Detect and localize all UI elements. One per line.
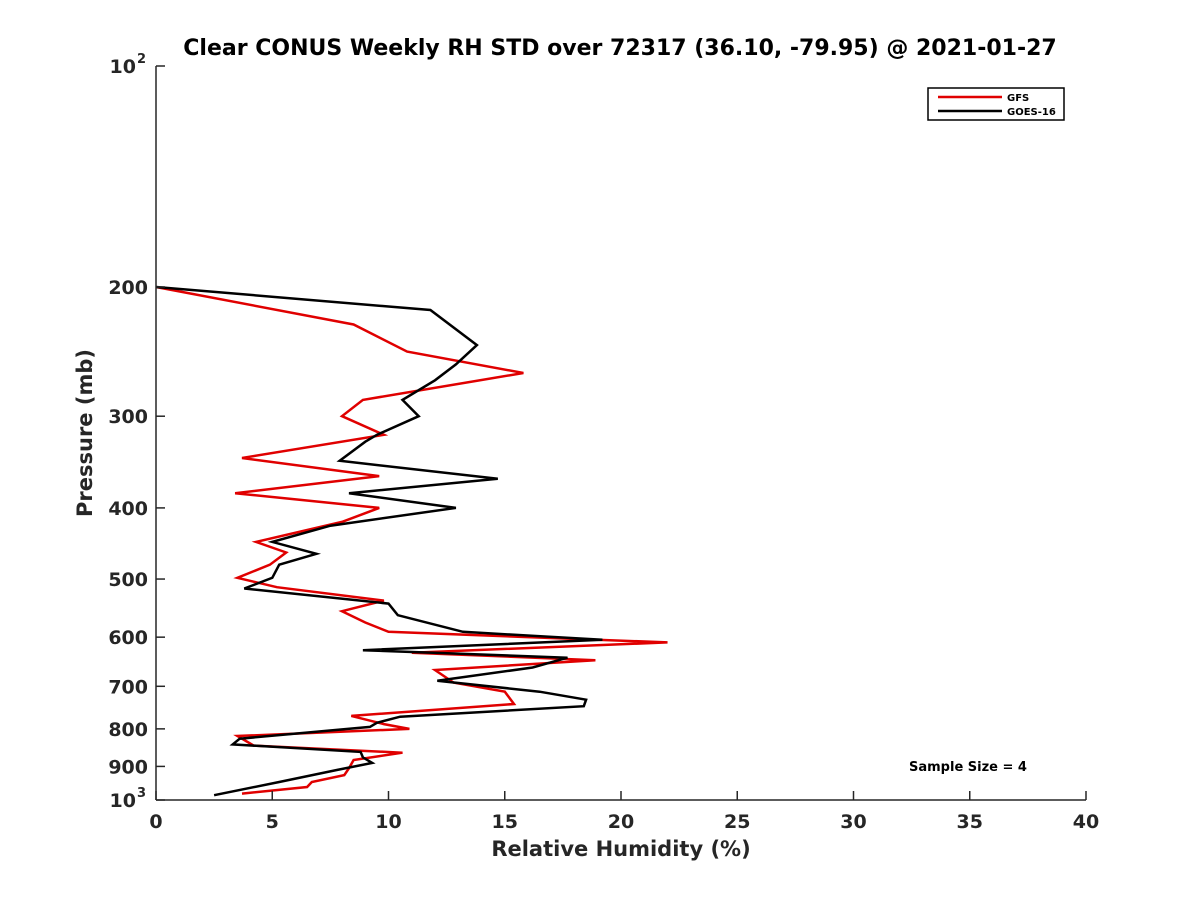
x-tick-label: 40: [1073, 811, 1099, 833]
y-tick-label: 300: [108, 406, 148, 428]
y-tick-label: 200: [108, 277, 148, 299]
y-tick-label: 800: [108, 719, 148, 741]
y-axis-label: Pressure (mb): [73, 349, 97, 517]
y-tick-label: 600: [108, 627, 148, 649]
series-line-gfs: [155, 285, 668, 795]
x-tick-label: 10: [375, 811, 401, 833]
legend-label-goes16: GOES-16: [1007, 107, 1056, 118]
legend-box: [927, 87, 1065, 121]
x-axis-label: Relative Humidity (%): [491, 837, 750, 861]
y-tick-label: 10: [110, 790, 136, 812]
sample-size-annotation: Sample Size = 4: [909, 760, 1027, 775]
y-tick-label: 900: [108, 756, 148, 778]
chart-title: Clear CONUS Weekly RH STD over 72317 (36…: [183, 36, 1056, 61]
x-tick-label: 15: [492, 811, 518, 833]
x-tick-label: 20: [608, 811, 634, 833]
series-layer: [155, 285, 668, 797]
x-tick-label: 30: [840, 811, 866, 833]
legend-label-gfs: GFS: [1007, 93, 1029, 104]
axes: [155, 66, 1086, 801]
x-tick-label: 5: [266, 811, 279, 833]
x-ticks: 0 5 10 15 20 25 30 35 40: [149, 791, 1099, 833]
x-tick-label: 25: [724, 811, 750, 833]
y-tick-label: 500: [108, 569, 148, 591]
y-tick-exponent: 2: [137, 52, 146, 67]
y-tick-exponent: 3: [137, 786, 146, 801]
y-tick-label: 700: [108, 676, 148, 698]
legend: GFS GOES-16: [927, 87, 1065, 121]
y-tick-label: 10: [110, 56, 136, 78]
x-tick-label: 0: [149, 811, 162, 833]
x-tick-label: 35: [957, 811, 983, 833]
series-line-goes16: [155, 285, 603, 797]
y-tick-label: 400: [108, 498, 148, 520]
